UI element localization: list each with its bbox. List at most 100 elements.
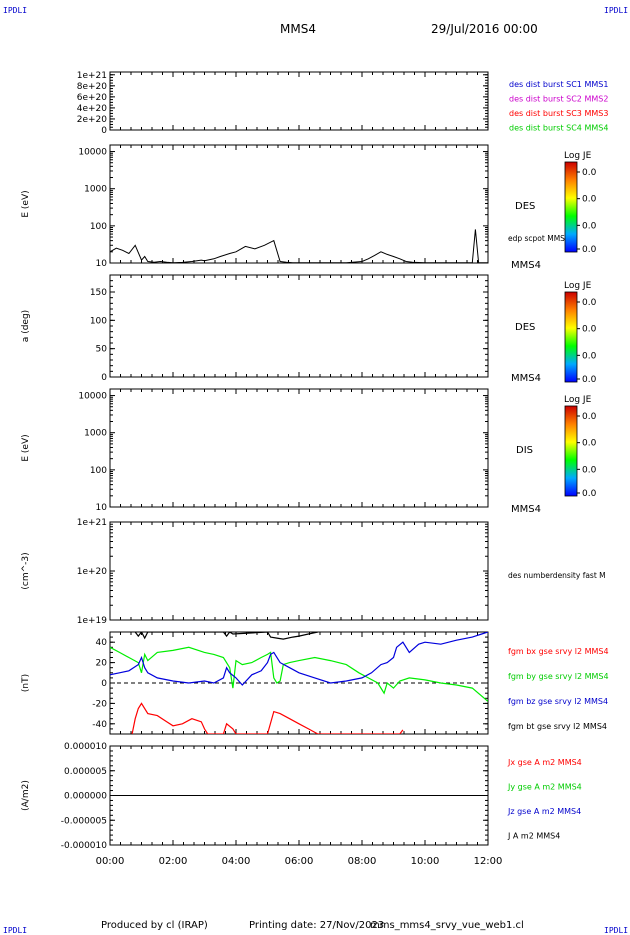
x-tick-label: 12:00	[474, 856, 503, 867]
panel1-ytick-label: 2e+20	[77, 115, 108, 125]
x-tick-label: 10:00	[411, 856, 440, 867]
panel6-series-group	[110, 632, 488, 734]
panel2-series-line	[109, 229, 488, 264]
panel4-label: DIS	[516, 445, 533, 456]
panel6-ytick-label: -20	[92, 699, 107, 709]
panel1-ytick-label: 0	[101, 126, 107, 136]
panel4-ytick-label: 10000	[78, 392, 107, 402]
panel7-ytick-label: 0.000010	[64, 742, 107, 752]
x-tick-label: 08:00	[348, 856, 377, 867]
panel6-ytick-label: -40	[92, 720, 107, 730]
panel3-colorbar	[564, 291, 578, 383]
panel2-frame	[109, 144, 489, 264]
corner-label-bottom-right: IPDLI	[604, 926, 629, 935]
panel6-legend-item: fgm by gse srvy l2 MMS4	[508, 672, 609, 681]
panel7-legend-item: Jx gse A m2 MMS4	[507, 758, 582, 767]
panel7-ytick-label: -0.000005	[61, 816, 107, 826]
panel6-series-line	[134, 632, 319, 640]
corner-label-top-right: IPDLI	[604, 6, 629, 15]
panel2-series-label: edp scpot MMS4	[508, 234, 570, 243]
panel3-label: DES	[515, 322, 535, 333]
panel4-ylabel: E (eV)	[21, 434, 31, 461]
panel2-colorbar-tick-label: 0.0	[582, 195, 597, 205]
panel4-spacecraft: MMS4	[511, 504, 541, 515]
panel6-legend-item: fgm bt gse srvy l2 MMS4	[508, 722, 607, 731]
panel4-colorbar-tick-label: 0.0	[582, 412, 597, 422]
x-tick-label: 06:00	[285, 856, 314, 867]
panel6-series-line	[110, 632, 488, 686]
panel1-frame	[109, 71, 489, 131]
panel4-ytick-label: 10	[96, 503, 108, 513]
footer-printing-date: Printing date: 27/Nov/2023	[249, 920, 385, 931]
panel3-ytick-label: 50	[96, 345, 108, 355]
panel5-ytick-label: 1e+20	[77, 567, 108, 577]
x-tick-label: 02:00	[159, 856, 188, 867]
footer-filename: mms_mms4_srvy_vue_web1.cl	[370, 920, 524, 931]
panel2-colorbar-tick-label: 0.0	[582, 221, 597, 231]
panel4-frame	[109, 388, 489, 508]
panel2-colorbar	[564, 161, 578, 253]
panel1-ytick-label: 8e+20	[77, 82, 108, 92]
panel2-colorbar-tick-label: 0.0	[582, 168, 597, 178]
x-tick-label: 00:00	[96, 856, 125, 867]
panel2-ytick-label: 10	[96, 259, 108, 269]
panel3-ytick-label: 150	[90, 288, 107, 298]
x-tick-label: 04:00	[222, 856, 251, 867]
panel6-series-line	[110, 646, 488, 702]
corner-label-top-left: IPDLI	[3, 6, 28, 15]
panel1-ytick-label: 4e+20	[77, 104, 108, 114]
panel3-ylabel: a (deg)	[21, 310, 31, 342]
panel3-ytick-label: 0	[101, 373, 107, 383]
panel2-colorbar-title: Log JE	[564, 151, 592, 161]
panel5-ylabel: (cm^-3)	[21, 552, 31, 589]
panel1-legend-item: des dist burst SC3 MMS3	[509, 109, 608, 118]
panel1-legend-item: des dist burst SC1 MMS1	[509, 80, 608, 89]
panel7-ytick-label: 0.000005	[64, 767, 107, 777]
panel6-ytick-label: 0	[101, 679, 107, 689]
panel3-frame	[109, 274, 489, 378]
panel3-colorbar-tick-label: 0.0	[582, 375, 597, 385]
panel2-colorbar-tick-label: 0.0	[582, 245, 597, 255]
footer-produced: Produced by cl (IRAP)	[101, 920, 208, 931]
panel3-colorbar-tick-label: 0.0	[582, 351, 597, 361]
panel5-frame	[109, 521, 489, 621]
date-title: 29/Jul/2016 00:00	[431, 22, 538, 36]
panel4-ytick-label: 100	[90, 466, 107, 476]
panel4-colorbar-title: Log JE	[564, 395, 592, 405]
panel2-ytick-label: 10000	[78, 148, 107, 158]
panel4-ytick-label: 1000	[84, 429, 107, 439]
panel6-legend-item: fgm bz gse srvy l2 MMS4	[508, 697, 608, 706]
panel7-legend-item: J A m2 MMS4	[507, 832, 560, 841]
panel5-series-label: des numberdensity fast M	[508, 571, 606, 580]
panel7-ylabel: (A/m2)	[21, 780, 31, 811]
panel4-colorbar-tick-label: 0.0	[582, 439, 597, 449]
panel2-label: DES	[515, 201, 535, 212]
panel3-colorbar-tick-label: 0.0	[582, 325, 597, 335]
panel7-ytick-label: 0.000000	[64, 792, 107, 802]
corner-label-bottom-left: IPDLI	[3, 926, 28, 935]
panel3-spacecraft: MMS4	[511, 373, 541, 384]
panel1-legend-item: des dist burst SC2 MMS2	[509, 95, 608, 104]
spacecraft-title: MMS4	[280, 22, 316, 36]
panel3-colorbar-title: Log JE	[564, 281, 592, 291]
panel5-ytick-label: 1e+19	[77, 616, 108, 626]
panel2-ytick-label: 100	[90, 222, 107, 232]
panel7-ytick-label: -0.000010	[61, 841, 107, 851]
panel1-ytick-label: 6e+20	[77, 93, 108, 103]
panel3-ytick-label: 100	[90, 316, 107, 326]
panel4-colorbar-tick-label: 0.0	[582, 489, 597, 499]
panel4-colorbar	[564, 405, 578, 497]
panel6-ytick-label: 40	[96, 638, 108, 648]
panel7-legend-item: Jy gse A m2 MMS4	[507, 783, 582, 792]
panel6-ytick-label: 20	[96, 659, 108, 669]
panel5-ytick-label: 1e+21	[77, 518, 107, 528]
panel3-colorbar-tick-label: 0.0	[582, 298, 597, 308]
panel6-series-line	[131, 702, 404, 734]
panel1-ytick-label: 1e+21	[77, 71, 107, 81]
panel4-colorbar-tick-label: 0.0	[582, 465, 597, 475]
panel6-legend-item: fgm bx gse srvy l2 MMS4	[508, 647, 609, 656]
panel6-ylabel: (nT)	[21, 674, 31, 692]
panel2-ylabel: E (eV)	[21, 190, 31, 217]
panel7-legend-item: Jz gse A m2 MMS4	[507, 807, 581, 816]
